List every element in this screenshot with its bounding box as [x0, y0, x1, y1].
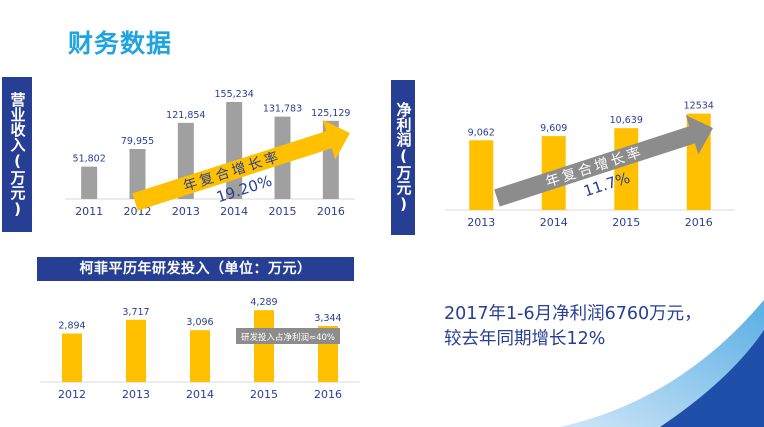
x-tick-label: 2013 — [467, 216, 495, 229]
bar — [254, 310, 274, 382]
data-label: 155,234 — [215, 89, 254, 100]
data-label: 125,129 — [311, 108, 350, 119]
data-label: 3,344 — [314, 313, 341, 324]
bar — [614, 128, 639, 210]
x-tick-label: 2014 — [540, 216, 568, 229]
rd-annotation-box: 研发投入占净利润≈40% — [236, 328, 340, 344]
x-tick-label: 2014 — [220, 205, 248, 218]
x-tick-label: 2012 — [58, 388, 86, 401]
x-tick-label: 2016 — [317, 205, 345, 218]
data-label: 4,289 — [250, 297, 277, 308]
bar — [469, 140, 494, 210]
data-label: 12534 — [684, 101, 714, 112]
annotation-bg — [236, 328, 340, 344]
data-label: 9,609 — [540, 123, 567, 134]
arrow-shape — [494, 115, 713, 207]
data-label: 9,062 — [468, 127, 495, 138]
revenue-side-label: 营业收入(万元) — [2, 77, 32, 232]
x-tick-label: 2016 — [685, 216, 713, 229]
arrow-shape — [132, 120, 350, 211]
data-label: 3,717 — [122, 307, 149, 318]
swoosh-dark — [660, 330, 764, 427]
x-tick-label: 2015 — [612, 216, 640, 229]
data-label: 2,894 — [58, 321, 85, 332]
page-title: 财务数据 — [68, 29, 173, 58]
rd-chart-title: 柯菲平历年研发投入（单位：万元） — [37, 257, 354, 281]
data-label: 3,096 — [186, 317, 213, 328]
x-tick-label: 2015 — [250, 388, 278, 401]
data-label: 79,955 — [121, 136, 154, 147]
bar — [126, 319, 146, 382]
rd-investment-chart: 2,894 2012 3,717 2013 3,096 2014 4,289 2015 3,34… — [40, 297, 360, 401]
annotation-text: 研发投入占净利润≈40% — [241, 332, 335, 343]
x-tick-label: 2011 — [75, 205, 103, 218]
x-tick-label: 2016 — [314, 388, 342, 401]
bar — [81, 166, 98, 199]
data-label: 10,639 — [610, 115, 643, 126]
x-tick-label: 2015 — [269, 205, 297, 218]
net-profit-side-label: 净利润(万元) — [391, 80, 415, 235]
x-tick-label: 2013 — [122, 388, 150, 401]
x-tick-label: 2014 — [186, 388, 214, 401]
x-tick-label: 2013 — [172, 205, 200, 218]
profit-summary: 2017年1-6月净利润6760万元，较去年同期增长12% — [444, 304, 702, 349]
data-label: 131,783 — [263, 104, 302, 115]
net-profit-chart: 9,06220139,609201410,6392015125342016年复合… — [445, 101, 735, 229]
revenue-chart: 51,802201179,9552012121,8542013155,23420… — [65, 89, 355, 218]
bar — [62, 333, 82, 382]
data-label: 121,854 — [166, 110, 205, 121]
bar — [190, 330, 210, 382]
bar — [129, 149, 146, 199]
data-label: 51,802 — [73, 154, 106, 165]
